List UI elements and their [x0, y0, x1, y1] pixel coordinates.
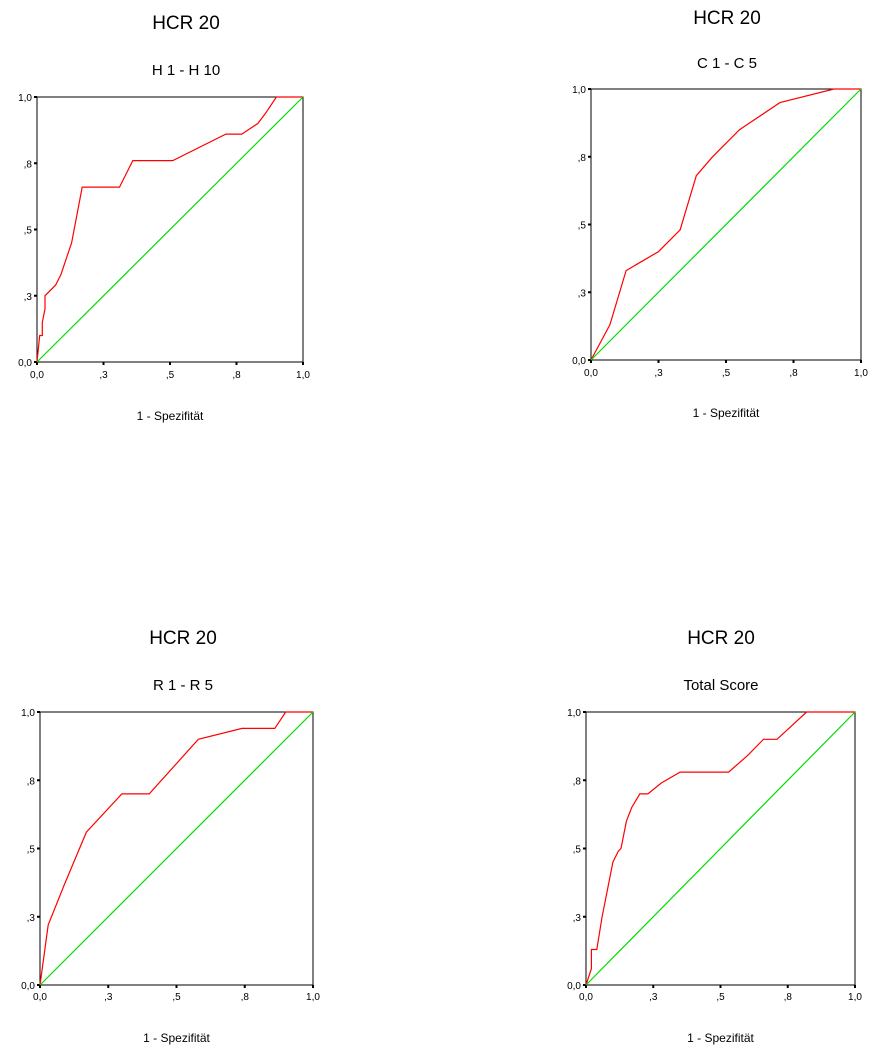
reference-diagonal-line	[39, 711, 314, 986]
y-tick-label: 1,0	[572, 85, 586, 96]
chart-title: HCR 20	[687, 628, 755, 649]
x-tick-label: 0,0	[33, 992, 47, 1003]
y-tick-label: ,3	[24, 292, 33, 303]
x-tick-label: ,5	[716, 992, 725, 1003]
chart-subtitle: C 1 - C 5	[697, 55, 757, 72]
x-axis-label: 1 - Spezifität	[687, 1031, 754, 1045]
x-tick-label: ,3	[104, 992, 113, 1003]
chart-title: HCR 20	[152, 13, 220, 34]
x-tick-label: ,5	[722, 368, 731, 379]
x-axis-label: 1 - Spezifität	[137, 409, 204, 423]
y-tick-label: ,5	[24, 226, 33, 237]
x-tick-label: ,8	[789, 368, 798, 379]
y-tick-label: 1,0	[567, 708, 581, 719]
x-tick-label: ,8	[241, 992, 250, 1003]
x-tick-label: 0,0	[30, 370, 44, 381]
y-tick-label: ,3	[27, 913, 36, 924]
x-axis-label: 1 - Spezifität	[693, 406, 760, 420]
chart-subtitle: R 1 - R 5	[153, 677, 213, 694]
x-tick-label: ,3	[649, 992, 658, 1003]
x-tick-label: ,5	[166, 370, 175, 381]
x-tick-label: 1,0	[848, 992, 862, 1003]
x-tick-label: 0,0	[584, 368, 598, 379]
roc-curve-line	[590, 88, 861, 361]
x-tick-label: ,5	[172, 992, 181, 1003]
y-tick-label: 1,0	[21, 708, 35, 719]
y-tick-label: ,8	[573, 776, 582, 787]
x-tick-label: ,3	[99, 370, 108, 381]
roc-chart-3: HCR 20 R 1 - R 5 0,00,0 ,3 ,3 ,5 ,5 ,8 ,8 1,0 1,0 1…	[21, 628, 320, 1045]
chart-subtitle: H 1 - H 10	[152, 62, 220, 79]
chart-title: HCR 20	[693, 8, 761, 29]
y-tick-label: 0,0	[572, 356, 586, 367]
chart-title: HCR 20	[149, 628, 217, 649]
x-tick-label: 1,0	[296, 370, 310, 381]
roc-chart-4: HCR 20 Total Score 0,00,0 ,3 ,3 ,5 ,5 ,8 ,8 1,0 1,…	[567, 628, 862, 1045]
roc-chart-1: HCR 20 H 1 - H 10 0,00,0 ,3 ,3 ,5 ,5 ,8 ,8 1,0 1,0…	[18, 13, 310, 423]
roc-curve-line	[39, 711, 313, 986]
x-axis-label: 1 - Spezifität	[143, 1031, 210, 1045]
reference-diagonal-line	[36, 96, 304, 363]
y-tick-label: ,5	[27, 845, 36, 856]
y-tick-label: ,8	[578, 153, 587, 164]
roc-chart-2: HCR 20 C 1 - C 5 0,00,0 ,3 ,3 ,5 ,5 ,8 ,8 1,0 1,0 1…	[572, 8, 868, 420]
y-tick-label: ,3	[578, 288, 587, 299]
x-tick-label: 1,0	[854, 368, 868, 379]
x-tick-label: ,8	[784, 992, 793, 1003]
y-tick-label: ,3	[573, 913, 582, 924]
x-tick-label: 1,0	[306, 992, 320, 1003]
roc-curve-line	[36, 96, 303, 363]
roc-curve-line	[585, 711, 855, 986]
y-tick-label: 0,0	[567, 981, 581, 992]
reference-diagonal-line	[585, 711, 856, 986]
reference-diagonal-line	[590, 88, 862, 361]
chart-subtitle: Total Score	[683, 677, 758, 694]
y-tick-label: ,8	[27, 776, 36, 787]
x-tick-label: 0,0	[579, 992, 593, 1003]
y-tick-label: ,5	[578, 221, 587, 232]
y-tick-label: ,5	[573, 845, 582, 856]
y-tick-label: ,8	[24, 159, 33, 170]
y-tick-label: 1,0	[18, 93, 32, 104]
x-tick-label: ,3	[654, 368, 663, 379]
y-tick-label: 0,0	[18, 358, 32, 369]
x-tick-label: ,8	[232, 370, 241, 381]
y-tick-label: 0,0	[21, 981, 35, 992]
